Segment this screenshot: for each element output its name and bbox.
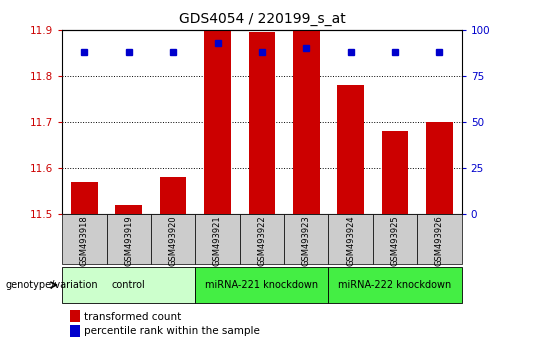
Text: miRNA-221 knockdown: miRNA-221 knockdown (205, 280, 319, 290)
Bar (284, 214, 328, 264)
Text: GSM493921: GSM493921 (213, 216, 222, 266)
Bar (328, 267, 462, 303)
Bar (195, 214, 240, 264)
Text: GSM493918: GSM493918 (80, 216, 89, 267)
Text: GSM493923: GSM493923 (302, 216, 311, 267)
Bar (160, 177, 186, 214)
Bar (62, 267, 195, 303)
Bar (195, 267, 328, 303)
Bar (204, 30, 231, 214)
Bar (338, 85, 364, 214)
Text: genotype/variation: genotype/variation (5, 280, 98, 290)
Bar (373, 214, 417, 264)
Text: GSM493920: GSM493920 (168, 216, 178, 266)
Bar (426, 122, 453, 214)
Text: control: control (112, 280, 146, 290)
Bar (293, 30, 320, 214)
Bar (71, 182, 98, 214)
Bar (382, 131, 408, 214)
Text: GSM493925: GSM493925 (390, 216, 400, 266)
Bar (106, 214, 151, 264)
Text: transformed count: transformed count (84, 312, 181, 321)
Bar (151, 214, 195, 264)
Text: GSM493926: GSM493926 (435, 216, 444, 267)
Bar (62, 214, 106, 264)
Title: GDS4054 / 220199_s_at: GDS4054 / 220199_s_at (179, 12, 345, 26)
Text: miRNA-222 knockdown: miRNA-222 knockdown (339, 280, 452, 290)
Text: GSM493919: GSM493919 (124, 216, 133, 266)
Text: GSM493924: GSM493924 (346, 216, 355, 266)
Bar (248, 33, 275, 214)
Bar (240, 214, 284, 264)
Bar (417, 214, 462, 264)
Text: percentile rank within the sample: percentile rank within the sample (84, 326, 260, 336)
Bar (70, 310, 80, 322)
Bar (70, 325, 80, 337)
Bar (328, 214, 373, 264)
Text: GSM493922: GSM493922 (258, 216, 266, 266)
Bar (116, 205, 142, 214)
